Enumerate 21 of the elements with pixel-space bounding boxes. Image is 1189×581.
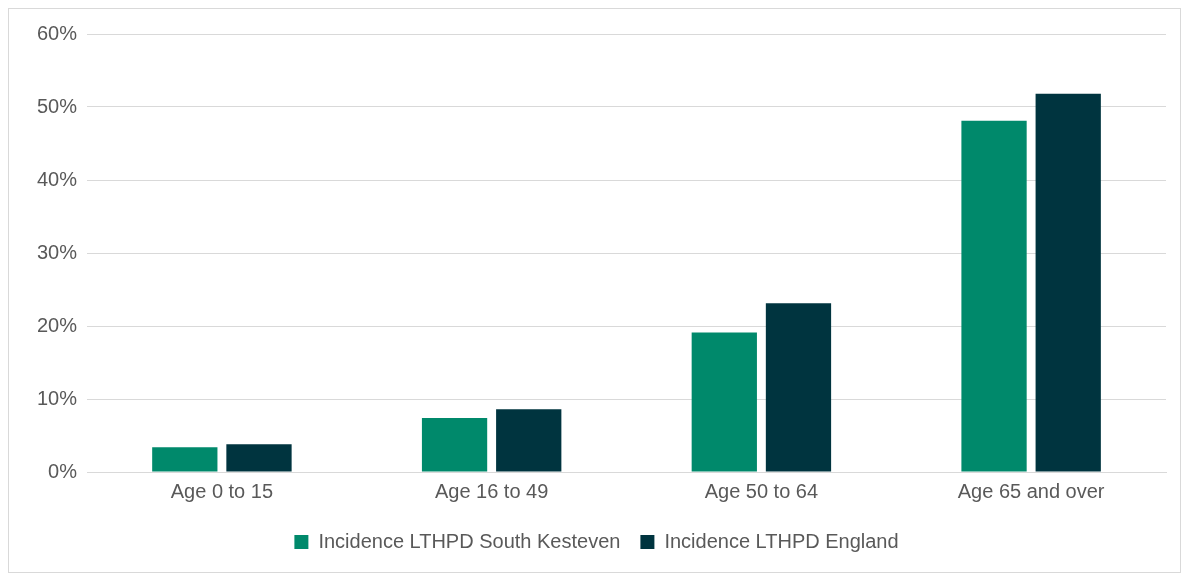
bar [1035, 93, 1101, 472]
y-tick-label: 60% [37, 21, 78, 44]
bar [152, 447, 218, 472]
bar [765, 303, 832, 472]
bar [226, 444, 292, 472]
bar [691, 332, 757, 472]
legend-label: Incidence LTHPD South Kesteven [318, 529, 621, 552]
y-tick-label: 20% [37, 313, 78, 336]
legend-label: Incidence LTHPD England [664, 529, 899, 552]
bar [961, 120, 1027, 472]
x-tick-label: Age 50 to 64 [704, 479, 819, 502]
bar [496, 409, 562, 472]
y-tick-label: 30% [37, 240, 78, 263]
y-tick-label: 0% [48, 459, 78, 482]
bar [421, 417, 488, 472]
y-tick-label: 10% [37, 386, 78, 409]
x-tick-label: Age 65 and over [957, 479, 1105, 502]
x-tick-label: Age 16 to 49 [434, 479, 549, 502]
y-tick-label: 40% [37, 167, 78, 190]
y-tick-label: 50% [37, 94, 78, 117]
x-tick-label: Age 0 to 15 [170, 479, 274, 502]
